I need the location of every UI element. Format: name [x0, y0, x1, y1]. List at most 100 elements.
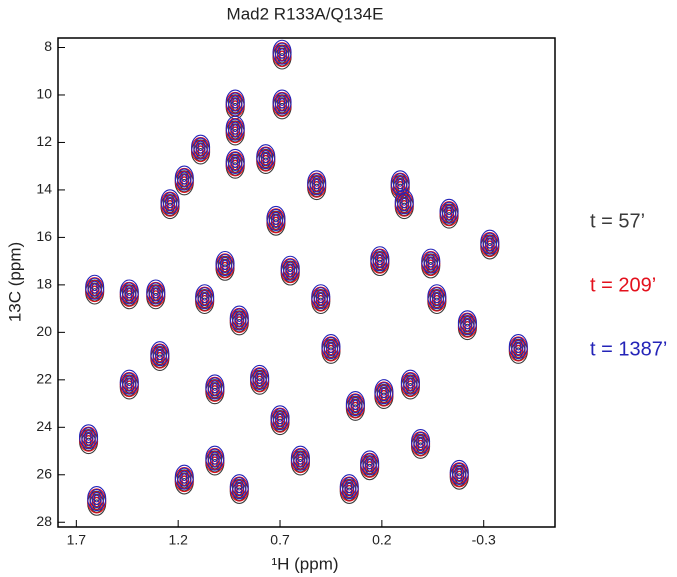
contour-ring: [344, 482, 355, 496]
contour-ring: [229, 305, 249, 331]
contour-ring: [315, 292, 326, 306]
contour-ring: [360, 450, 380, 476]
contour-ring: [260, 150, 271, 164]
contour-ring: [227, 118, 243, 138]
peak: [174, 165, 194, 191]
contour-ring: [156, 349, 163, 358]
contour-ring: [397, 178, 404, 187]
peak: [321, 334, 341, 360]
contour-ring: [374, 252, 385, 266]
x-tick-label: -0.3: [472, 532, 496, 548]
x-tick-label: 0.2: [372, 532, 392, 548]
contour-ring: [272, 408, 288, 428]
peak: [272, 39, 292, 65]
contour-ring: [456, 468, 463, 477]
contour-ring: [232, 157, 239, 166]
plot-area: [79, 39, 528, 516]
contour-ring: [511, 337, 526, 357]
x-tick-label: 1.7: [67, 532, 87, 548]
contour-ring: [234, 313, 245, 328]
contour-ring: [236, 482, 243, 491]
contour-ring: [85, 274, 105, 300]
peak: [311, 284, 331, 310]
contour-ring: [124, 375, 135, 389]
contour-ring: [146, 279, 166, 305]
contour-ring: [124, 287, 135, 301]
contour-ring: [219, 259, 231, 273]
contour-ring: [441, 201, 457, 221]
contour-ring: [341, 477, 357, 497]
contour-ring: [374, 379, 394, 405]
contour-ring: [124, 378, 135, 392]
contour-ring: [160, 189, 180, 215]
contour-ring: [93, 494, 100, 503]
contour-ring: [285, 264, 296, 278]
contour-ring: [87, 485, 107, 512]
contour-ring: [207, 377, 223, 397]
contour-ring: [392, 173, 408, 193]
legend-entry: t = 1387’: [590, 338, 667, 360]
y-tick-label: 12: [36, 133, 52, 149]
peak: [280, 255, 300, 281]
contour-ring: [378, 385, 389, 399]
contour-ring: [154, 349, 165, 363]
contour-ring: [258, 147, 274, 167]
contour-ring: [236, 314, 243, 323]
contour-ring: [176, 467, 192, 487]
peak: [394, 189, 414, 215]
peak: [400, 369, 420, 395]
contour-ring: [174, 464, 194, 490]
peak: [229, 474, 249, 500]
contour-ring: [417, 437, 424, 446]
contour-ring: [219, 256, 231, 271]
contour-ring: [415, 437, 426, 451]
contour-ring: [231, 477, 247, 497]
contour-ring: [352, 399, 359, 408]
contour-ring: [232, 124, 239, 133]
contour-ring: [215, 250, 235, 277]
contour-ring: [395, 176, 406, 190]
contour-ring: [272, 39, 292, 65]
contour-ring: [148, 282, 164, 302]
contour-ring: [374, 254, 385, 268]
contour-ring: [277, 95, 288, 109]
contour-ring: [515, 342, 522, 351]
contour-ring: [154, 347, 165, 361]
contour-ring: [174, 165, 194, 191]
chart-title: Mad2 R133A/Q134E: [227, 4, 384, 23]
contour-ring: [394, 189, 414, 215]
contour-ring: [427, 284, 447, 310]
contour-ring: [280, 255, 300, 281]
y-tick-label: 8: [44, 38, 52, 54]
contour-ring: [150, 341, 170, 367]
contour-ring: [225, 89, 245, 115]
peak: [191, 134, 211, 160]
peak: [421, 248, 441, 274]
contour-ring: [429, 287, 445, 307]
contour-ring: [150, 285, 161, 299]
contour-ring: [229, 474, 249, 500]
contour-ring: [348, 394, 363, 414]
contour-ring: [209, 382, 220, 396]
peak: [225, 115, 245, 141]
contour-ring: [399, 195, 410, 209]
y-tick-label: 10: [36, 86, 52, 102]
contour-ring: [376, 382, 392, 402]
contour-ring: [166, 197, 174, 206]
contour-ring: [225, 115, 245, 141]
contour-ring: [380, 387, 387, 396]
contour-ring: [230, 157, 241, 171]
contour-ring: [195, 140, 206, 154]
peak: [87, 485, 107, 512]
peak: [480, 229, 500, 255]
peak: [119, 279, 139, 305]
contour-ring: [295, 451, 306, 465]
contour-ring: [209, 380, 220, 394]
peak: [174, 464, 194, 490]
y-tick-label: 18: [36, 276, 52, 292]
y-tick-label: 16: [36, 228, 52, 244]
contour-ring: [276, 413, 284, 422]
y-tick-label: 20: [36, 323, 52, 339]
contour-ring: [411, 428, 431, 455]
peak: [119, 369, 139, 395]
